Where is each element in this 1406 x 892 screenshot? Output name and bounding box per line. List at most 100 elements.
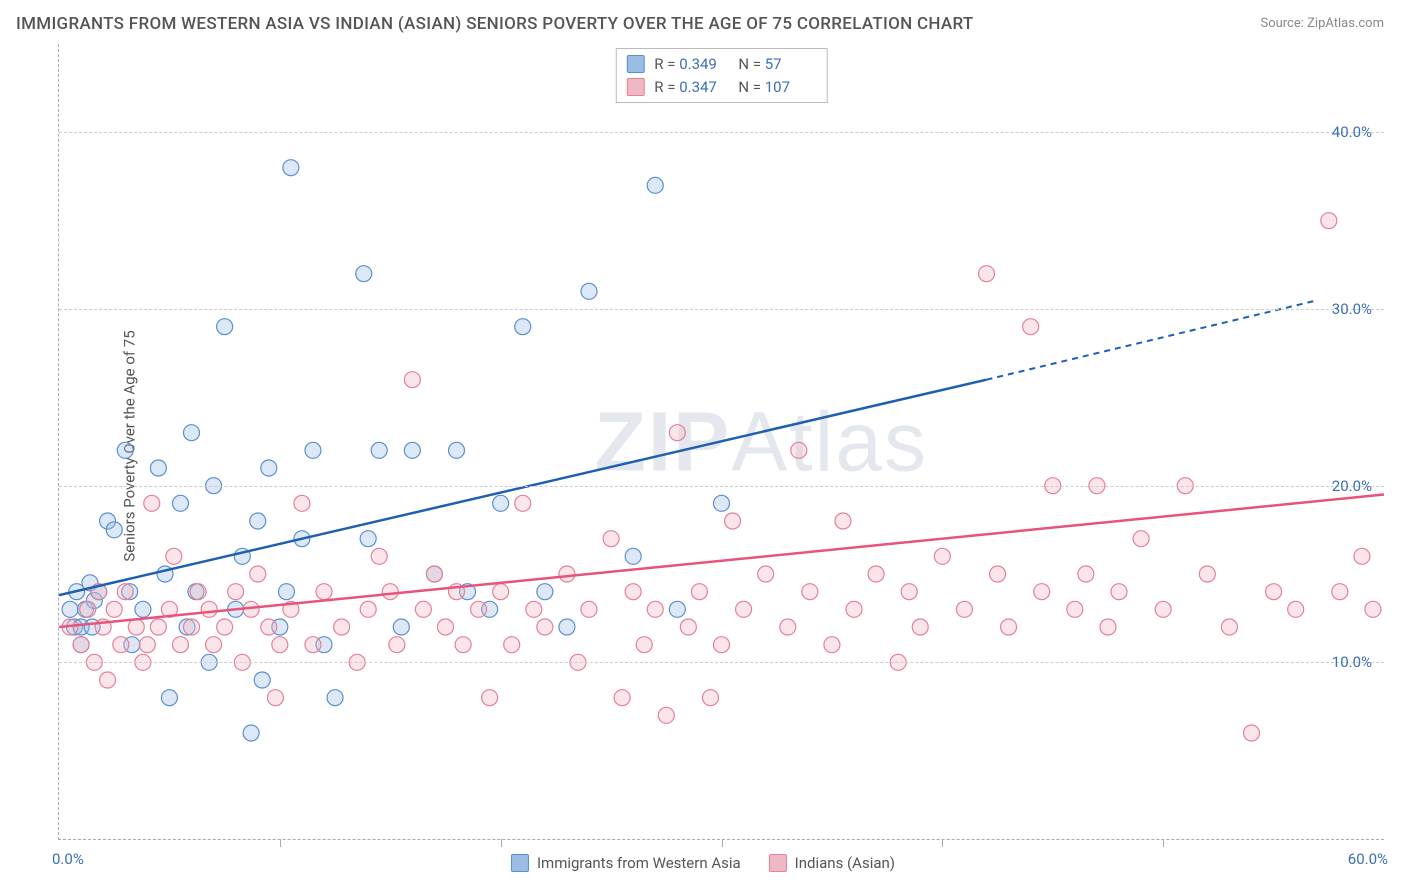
x-tick (942, 839, 943, 847)
data-point (278, 584, 294, 600)
data-point (802, 584, 818, 600)
data-point (493, 584, 509, 600)
data-point (184, 619, 200, 635)
gridline (59, 132, 1384, 133)
data-point (327, 690, 343, 706)
data-point (139, 637, 155, 653)
legend-item: Immigrants from Western Asia (511, 854, 741, 872)
data-point (455, 637, 471, 653)
data-point (113, 637, 129, 653)
legend-swatch (626, 55, 644, 73)
data-point (526, 601, 542, 617)
data-point (360, 531, 376, 547)
legend-swatch (626, 78, 644, 96)
data-point (294, 495, 310, 511)
data-point (614, 690, 630, 706)
data-point (250, 566, 266, 582)
gridline (59, 486, 1384, 487)
data-point (515, 495, 531, 511)
data-point (1266, 584, 1282, 600)
data-point (437, 619, 453, 635)
data-point (206, 637, 222, 653)
data-point (305, 637, 321, 653)
data-point (261, 460, 277, 476)
data-point (934, 548, 950, 564)
plot-area: ZIPAtlas R = 0.349 N = 57R = 0.347 N = 1… (58, 44, 1384, 840)
data-point (1034, 584, 1050, 600)
legend-swatch (769, 854, 787, 872)
data-point (371, 548, 387, 564)
data-point (581, 601, 597, 617)
correlation-text: R = 0.349 N = 57 (654, 53, 812, 76)
y-tick-label: 10.0% (1332, 653, 1372, 671)
data-point (267, 690, 283, 706)
data-point (669, 425, 685, 441)
data-point (1023, 319, 1039, 335)
data-point (868, 566, 884, 582)
data-point (150, 619, 166, 635)
legend-label: Immigrants from Western Asia (537, 854, 741, 872)
data-point (515, 319, 531, 335)
data-point (135, 601, 151, 617)
data-point (1078, 566, 1094, 582)
data-point (201, 601, 217, 617)
legend-swatch (511, 854, 529, 872)
data-point (990, 566, 1006, 582)
data-point (217, 319, 233, 335)
data-point (537, 619, 553, 635)
data-point (404, 442, 420, 458)
x-tick (280, 839, 281, 847)
correlation-legend: R = 0.349 N = 57R = 0.347 N = 107 (615, 48, 827, 103)
data-point (1155, 601, 1171, 617)
x-tick (1163, 839, 1164, 847)
data-point (371, 442, 387, 458)
data-point (669, 601, 685, 617)
data-point (62, 601, 78, 617)
data-point (901, 584, 917, 600)
data-point (1133, 531, 1149, 547)
source-attribution: Source: ZipAtlas.com (1260, 16, 1384, 31)
data-point (415, 601, 431, 617)
data-point (184, 425, 200, 441)
data-point (172, 637, 188, 653)
data-point (493, 495, 509, 511)
data-point (824, 637, 840, 653)
data-point (835, 513, 851, 529)
data-point (625, 584, 641, 600)
data-point (117, 442, 133, 458)
data-point (647, 601, 663, 617)
data-point (636, 637, 652, 653)
data-point (1067, 601, 1083, 617)
data-point (73, 637, 89, 653)
data-point (1288, 601, 1304, 617)
data-point (393, 619, 409, 635)
data-point (647, 177, 663, 193)
data-point (1332, 584, 1348, 600)
data-point (261, 619, 277, 635)
trend-line-extension (987, 300, 1318, 380)
data-point (736, 601, 752, 617)
data-point (117, 584, 133, 600)
correlation-legend-row: R = 0.347 N = 107 (626, 76, 812, 99)
data-point (404, 372, 420, 388)
data-point (1354, 548, 1370, 564)
data-point (780, 619, 796, 635)
data-point (228, 584, 244, 600)
data-point (504, 637, 520, 653)
data-point (725, 513, 741, 529)
y-tick-label: 30.0% (1332, 300, 1372, 318)
data-point (537, 584, 553, 600)
data-point (254, 672, 270, 688)
x-axis-max-label: 60.0% (1348, 850, 1388, 868)
data-point (1221, 619, 1237, 635)
data-point (172, 495, 188, 511)
chart-title: IMMIGRANTS FROM WESTERN ASIA VS INDIAN (… (16, 14, 974, 34)
trend-line (59, 380, 987, 596)
data-point (382, 584, 398, 600)
data-point (714, 495, 730, 511)
data-point (603, 531, 619, 547)
data-point (360, 601, 376, 617)
data-point (581, 283, 597, 299)
data-point (144, 495, 160, 511)
data-point (1244, 725, 1260, 741)
